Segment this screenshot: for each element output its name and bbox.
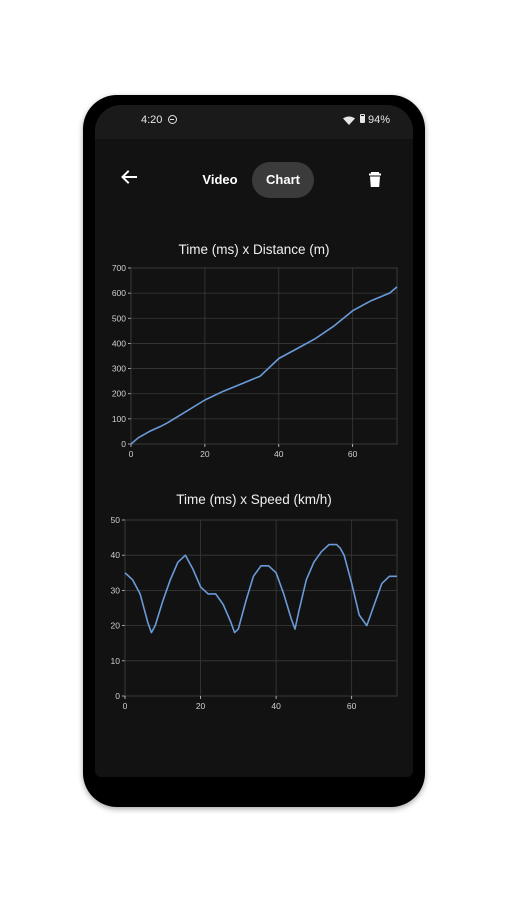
y-tick-label: 700	[112, 263, 126, 273]
app-screen: 4:20 94% Video Chart	[95, 105, 413, 777]
series-line	[124, 543, 397, 634]
tab-video[interactable]: Video	[202, 172, 238, 187]
battery-percent: 94%	[368, 114, 391, 126]
trash-icon	[369, 172, 381, 187]
phone-frame: 4:20 94% Video Chart	[83, 95, 425, 807]
y-tick-label: 30	[111, 585, 121, 595]
y-tick-label: 40	[111, 550, 121, 560]
toolbar: Video Chart	[95, 157, 413, 198]
plot-frame	[124, 519, 398, 697]
x-tick-label: 40	[274, 449, 284, 459]
y-tick-label: 600	[112, 288, 126, 298]
back-button[interactable]	[115, 163, 143, 191]
do-not-disturb-icon	[168, 115, 177, 124]
distance-chart: Time (ms) x Distance (m) 0 100 200 300 400 50…	[95, 242, 413, 462]
y-tick-label: 200	[112, 389, 126, 399]
series-line	[130, 286, 398, 445]
y-tick-label: 10	[111, 656, 121, 666]
y-tick-label: 20	[111, 621, 121, 631]
wifi-icon	[343, 116, 355, 125]
y-tick-label: 0	[115, 691, 120, 701]
speed-chart-plot: 0 10 20 30 40 50 0 20 40 60	[111, 515, 398, 711]
tab-chart[interactable]: Chart	[252, 162, 314, 198]
x-tick-label: 60	[347, 701, 357, 711]
y-tick-label: 500	[112, 313, 126, 323]
chart-title: Time (ms) x Speed (km/h)	[176, 492, 332, 507]
x-tick-label: 0	[123, 701, 128, 711]
battery-icon	[360, 114, 365, 123]
x-tick-label: 20	[200, 449, 210, 459]
chart-title: Time (ms) x Distance (m)	[178, 242, 330, 257]
x-tick-label: 40	[271, 701, 281, 711]
delete-button[interactable]	[363, 164, 387, 192]
arrow-left-icon	[121, 170, 137, 184]
speed-chart: Time (ms) x Speed (km/h) 0 10 20 30 40 50 0 20 4…	[95, 492, 413, 722]
x-tick-label: 0	[129, 449, 134, 459]
y-tick-label: 50	[111, 515, 121, 525]
distance-chart-plot: 0 100 200 300 400 500 600 700 0 20 40 60	[112, 263, 398, 459]
y-tick-label: 100	[112, 414, 126, 424]
plot-frame	[130, 267, 398, 445]
y-tick-label: 300	[112, 364, 126, 374]
status-bar: 4:20 94%	[95, 105, 413, 139]
status-time: 4:20	[141, 114, 163, 126]
y-tick-label: 0	[121, 439, 126, 449]
y-tick-label: 400	[112, 338, 126, 348]
x-tick-label: 60	[348, 449, 358, 459]
x-tick-label: 20	[196, 701, 206, 711]
